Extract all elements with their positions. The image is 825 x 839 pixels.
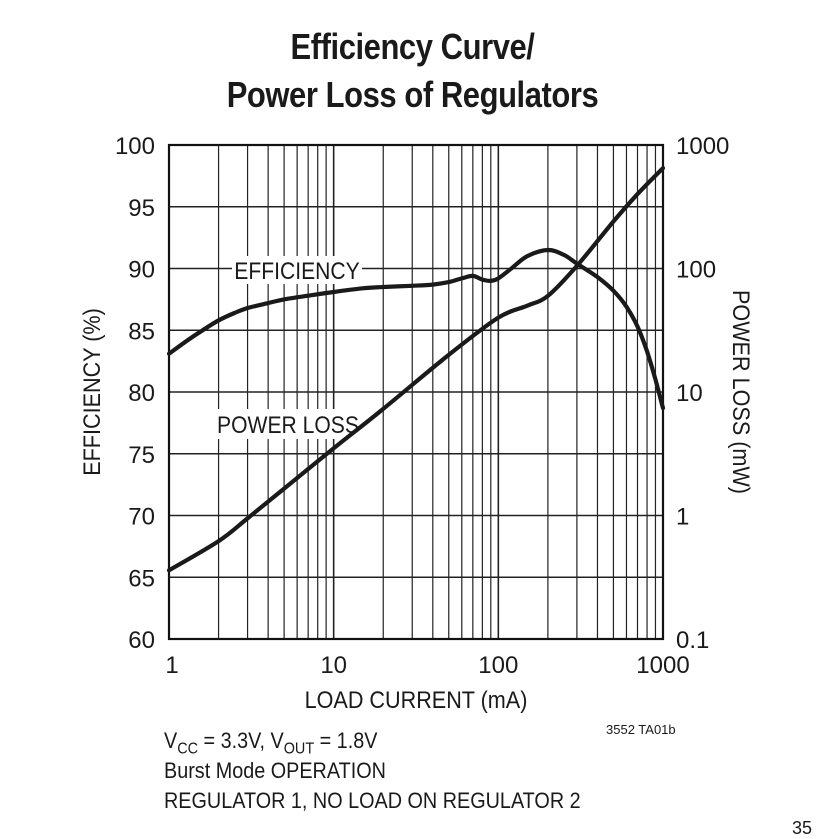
y-left-tick-label: 70 bbox=[128, 504, 155, 531]
chart-title-line1: Efficiency Curve/ bbox=[290, 26, 535, 67]
y-left-axis-label: EFFICIENCY (%) bbox=[78, 308, 105, 476]
note-regulator: REGULATOR 1, NO LOAD ON REGULATOR 2 bbox=[164, 788, 581, 813]
note-voltages: VCC = 3.3V, VOUT = 1.8V bbox=[164, 728, 377, 758]
y-left-tick-label: 65 bbox=[128, 565, 155, 592]
curves bbox=[166, 166, 666, 573]
y-left-tick-label: 60 bbox=[128, 627, 155, 654]
y-left-tick-label: 95 bbox=[128, 195, 155, 222]
annotation-efficiency: EFFICIENCY bbox=[234, 258, 359, 285]
note-burst-mode: Burst Mode OPERATION bbox=[164, 758, 386, 783]
y-right-tick-label: 1000 bbox=[676, 133, 729, 160]
label-mask-power-loss bbox=[212, 409, 364, 439]
page-number: 35 bbox=[792, 818, 813, 838]
y-left-tick-label: 90 bbox=[128, 257, 155, 284]
series-line-power-loss bbox=[166, 166, 666, 573]
x-tick-label: 1 bbox=[165, 652, 178, 679]
series-line-efficiency bbox=[166, 247, 666, 411]
chart-title-line2: Power Loss of Regulators bbox=[226, 74, 599, 115]
y-right-tick-label: 1 bbox=[676, 504, 689, 531]
note-vout-sub: OUT bbox=[283, 740, 315, 758]
x-axis-label: LOAD CURRENT (mA) bbox=[305, 686, 528, 713]
label-mask-efficiency bbox=[232, 256, 362, 284]
grid bbox=[167, 143, 665, 641]
y-left-tick-label: 75 bbox=[128, 442, 155, 469]
x-tick-label: 10 bbox=[320, 652, 347, 679]
y-right-tick-label: 0.1 bbox=[676, 627, 709, 654]
note-vcc: V bbox=[164, 728, 178, 753]
plot-frame bbox=[167, 143, 665, 641]
x-tick-label: 100 bbox=[478, 652, 518, 679]
figure-code: 3552 TA01b bbox=[606, 722, 676, 737]
x-tick-label: 1000 bbox=[636, 652, 689, 679]
note-end: = 1.8V bbox=[314, 728, 378, 753]
y-right-tick-label: 10 bbox=[676, 380, 703, 407]
note-mid: = 3.3V, V bbox=[198, 728, 284, 753]
note-vcc-sub: CC bbox=[177, 740, 199, 758]
y-left-tick-label: 85 bbox=[128, 318, 155, 345]
y-right-tick-label: 100 bbox=[676, 257, 716, 284]
y-right-axis-label: POWER LOSS (mW) bbox=[728, 290, 755, 494]
annotation-power-loss: POWER LOSS bbox=[217, 412, 359, 439]
y-left-tick-label: 100 bbox=[115, 133, 155, 160]
y-left-tick-label: 80 bbox=[128, 380, 155, 407]
